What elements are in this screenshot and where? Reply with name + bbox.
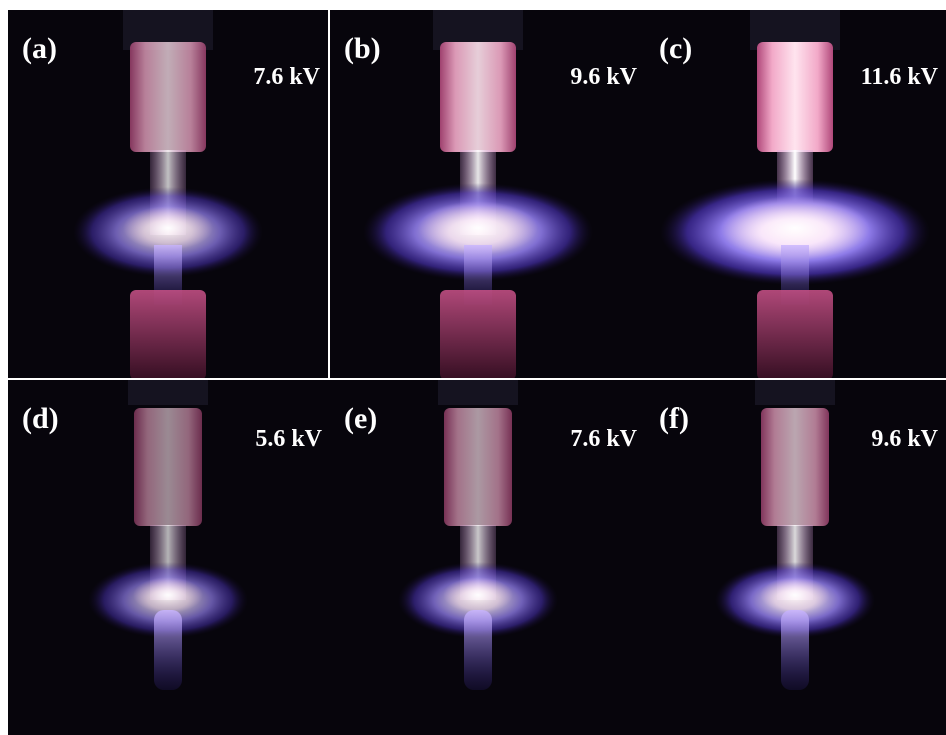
photo-panel: (e) 7.6 kV bbox=[330, 380, 645, 735]
lower-tube bbox=[440, 290, 516, 380]
voltage-label: 9.6 kV bbox=[871, 426, 938, 452]
glass-tube bbox=[134, 408, 202, 526]
glass-tube bbox=[444, 408, 512, 526]
electrode bbox=[755, 380, 835, 405]
disk-core bbox=[443, 577, 513, 613]
reflection-jet bbox=[781, 610, 809, 690]
voltage-label: 5.6 kV bbox=[255, 426, 322, 452]
electrode bbox=[128, 380, 208, 405]
disk-core bbox=[760, 577, 830, 613]
glass-tube bbox=[440, 42, 516, 152]
disk-core bbox=[133, 577, 203, 613]
glass-tube bbox=[761, 408, 829, 526]
panel-label: (a) bbox=[22, 32, 57, 65]
voltage-label: 7.6 kV bbox=[570, 426, 637, 452]
panel-label: (d) bbox=[22, 402, 59, 435]
electrode bbox=[438, 380, 518, 405]
photo-panel: (a) 7.6 kV bbox=[8, 10, 328, 380]
figure: (a) 7.6 kV (b) 9.6 kV (c) 11.6 kV (d) 5.6 kV (e)… bbox=[0, 0, 946, 735]
voltage-label: 7.6 kV bbox=[253, 64, 320, 90]
photo-panel: (d) 5.6 kV bbox=[8, 380, 330, 735]
lower-tube bbox=[130, 290, 206, 380]
reflection-jet bbox=[464, 610, 492, 690]
panel-label: (c) bbox=[659, 32, 692, 65]
panel-label: (e) bbox=[344, 402, 377, 435]
disk-core bbox=[123, 206, 213, 250]
glass-tube bbox=[757, 42, 833, 152]
photo-panel: (c) 11.6 kV bbox=[645, 10, 946, 380]
voltage-label: 11.6 kV bbox=[861, 64, 939, 90]
photo-panel: (b) 9.6 kV bbox=[330, 10, 645, 380]
photo-panel: (f) 9.6 kV bbox=[645, 380, 946, 735]
panel-label: (b) bbox=[344, 32, 381, 65]
voltage-label: 9.6 kV bbox=[570, 64, 637, 90]
glass-tube bbox=[130, 42, 206, 152]
panel-label: (f) bbox=[659, 402, 689, 435]
reflection-jet bbox=[154, 610, 182, 690]
lower-tube bbox=[757, 290, 833, 380]
